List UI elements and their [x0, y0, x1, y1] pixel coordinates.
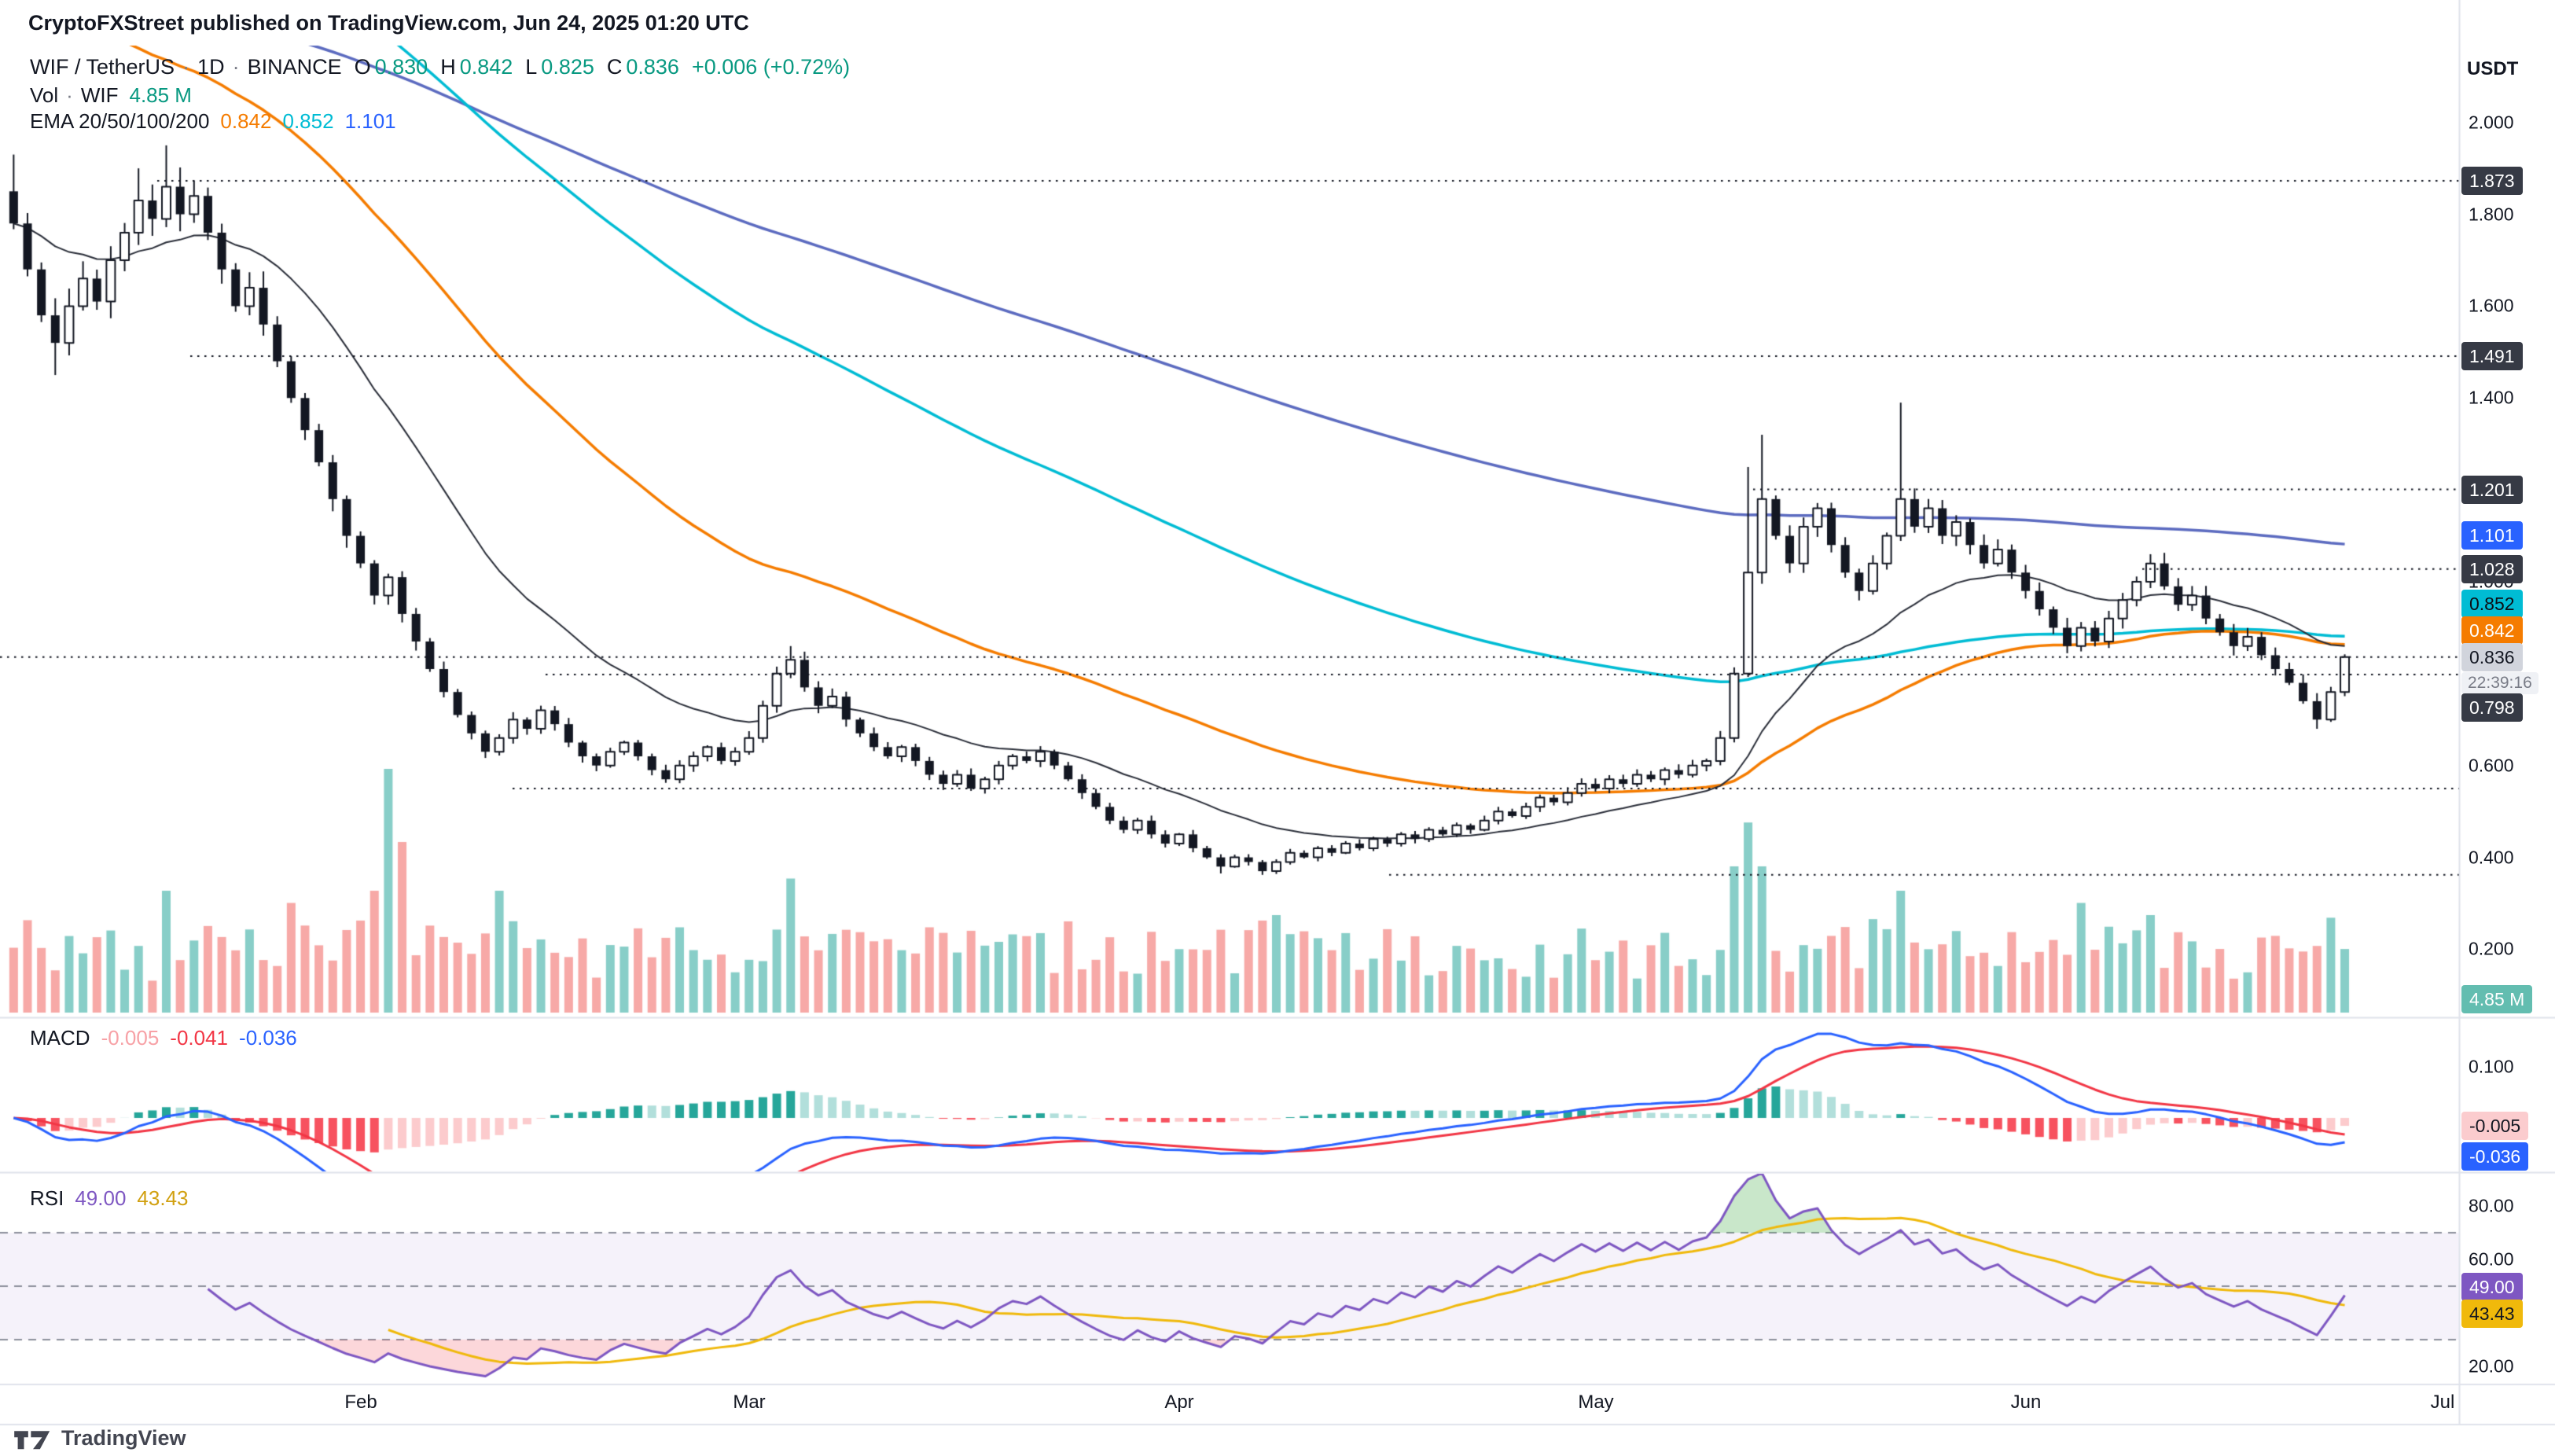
- symbol-exchange: BINANCE: [247, 55, 342, 79]
- macd-hist-value: -0.005: [101, 1026, 160, 1050]
- price-axis-tick-1.400: 1.400: [2469, 387, 2514, 408]
- ema-legend: EMA 20/50/100/200 0.842 0.852 1.101: [30, 109, 396, 134]
- volume-label: Vol: [30, 83, 59, 107]
- ema-label: EMA 20/50/100/200: [30, 109, 210, 133]
- axis-badge-macd-line: -0.036: [2461, 1142, 2529, 1171]
- price-axis-tick-0.600: 0.600: [2469, 755, 2514, 776]
- separator-dot: ·: [232, 55, 240, 79]
- close-label: C: [606, 55, 623, 79]
- symbol-pair: WIF / TetherUS: [30, 55, 175, 79]
- open-label: O: [354, 55, 371, 79]
- macd-signal-value: -0.041: [170, 1026, 229, 1050]
- rsi-legend: RSI 49.00 43.43: [30, 1186, 189, 1211]
- volume-legend: Vol · WIF 4.85 M: [30, 83, 192, 108]
- axis-badge-level-1201: 1.201: [2461, 476, 2523, 504]
- low-label: L: [525, 55, 538, 79]
- rsi-axis-tick-20.00: 20.00: [2469, 1355, 2514, 1377]
- axis-badge-macd-hist: -0.005: [2461, 1112, 2529, 1140]
- low-value: 0.825: [541, 55, 594, 79]
- axis-badge-level-0798: 0.798: [2461, 693, 2523, 722]
- price-axis-unit-label: USDT: [2467, 58, 2519, 79]
- axis-badge-level-1028: 1.028: [2461, 555, 2523, 583]
- ema200-value: 1.101: [344, 109, 396, 133]
- rsi-ma-value: 43.43: [137, 1186, 189, 1210]
- open-value: 0.830: [374, 55, 428, 79]
- footer[interactable]: TradingView: [13, 1426, 186, 1450]
- time-axis-month-Feb[interactable]: Feb: [344, 1392, 377, 1413]
- high-value: 0.842: [459, 55, 513, 79]
- ema20-50-value: 0.842: [220, 109, 272, 133]
- tradingview-wordmark: TradingView: [61, 1426, 186, 1450]
- ema100-value: 0.852: [282, 109, 334, 133]
- rsi-label: RSI: [30, 1186, 64, 1210]
- axis-badge-countdown: 22:39:16: [2461, 672, 2538, 694]
- time-axis-month-Jun[interactable]: Jun: [2010, 1392, 2042, 1413]
- axis-badge-last-price: 0.836: [2461, 643, 2523, 671]
- price-axis-tick-1.600: 1.600: [2469, 295, 2514, 316]
- time-axis-month-Mar[interactable]: Mar: [733, 1392, 766, 1413]
- axis-badge-rsi-ma: 43.43: [2461, 1300, 2523, 1328]
- tradingview-logo-icon: [14, 1430, 50, 1449]
- rsi-axis-tick-80.00: 80.00: [2469, 1195, 2514, 1216]
- separator-dot: ·: [66, 83, 73, 107]
- macd-axis-tick-0.100: 0.100: [2469, 1056, 2514, 1077]
- attribution-text: CryptoFXStreet published on TradingView.…: [28, 11, 749, 35]
- axis-badge-level-1491: 1.491: [2461, 342, 2523, 370]
- rsi-value: 49.00: [75, 1186, 127, 1210]
- axis-badge-level-1873: 1.873: [2461, 167, 2523, 195]
- price-axis-tick-0.200: 0.200: [2469, 938, 2514, 959]
- macd-legend: MACD -0.005 -0.041 -0.036: [30, 1026, 297, 1050]
- time-axis-month-May[interactable]: May: [1578, 1392, 1614, 1413]
- volume-value: 4.85 M: [129, 83, 192, 107]
- price-axis-tick-0.400: 0.400: [2469, 847, 2514, 868]
- close-value: 0.836: [626, 55, 679, 79]
- axis-badge-volume: 4.85 M: [2461, 985, 2533, 1013]
- axis-badge-ema-100: 0.852: [2461, 590, 2523, 618]
- price-axis-tick-1.800: 1.800: [2469, 204, 2514, 225]
- price-axis-tick-2.000: 2.000: [2469, 112, 2514, 133]
- symbol-legend: WIF / TetherUS · 1D · BINANCE O 0.830 H 0.842 L 0.…: [30, 55, 850, 79]
- axis-badge-ema-200: 1.101: [2461, 521, 2523, 550]
- change-value: +0.006 (+0.72%): [691, 55, 851, 79]
- separator-dot: ·: [182, 55, 190, 79]
- high-label: H: [440, 55, 456, 79]
- time-axis-month-Jul[interactable]: Jul: [2430, 1392, 2455, 1413]
- time-axis-month-Apr[interactable]: Apr: [1164, 1392, 1194, 1413]
- macd-label: MACD: [30, 1026, 90, 1050]
- symbol-interval: 1D: [197, 55, 225, 79]
- rsi-axis-tick-60.00: 60.00: [2469, 1248, 2514, 1270]
- macd-line-value: -0.036: [239, 1026, 297, 1050]
- volume-symbol: WIF: [80, 83, 119, 107]
- axis-badge-rsi: 49.00: [2461, 1273, 2523, 1301]
- axis-badge-ema-50: 0.842: [2461, 616, 2523, 645]
